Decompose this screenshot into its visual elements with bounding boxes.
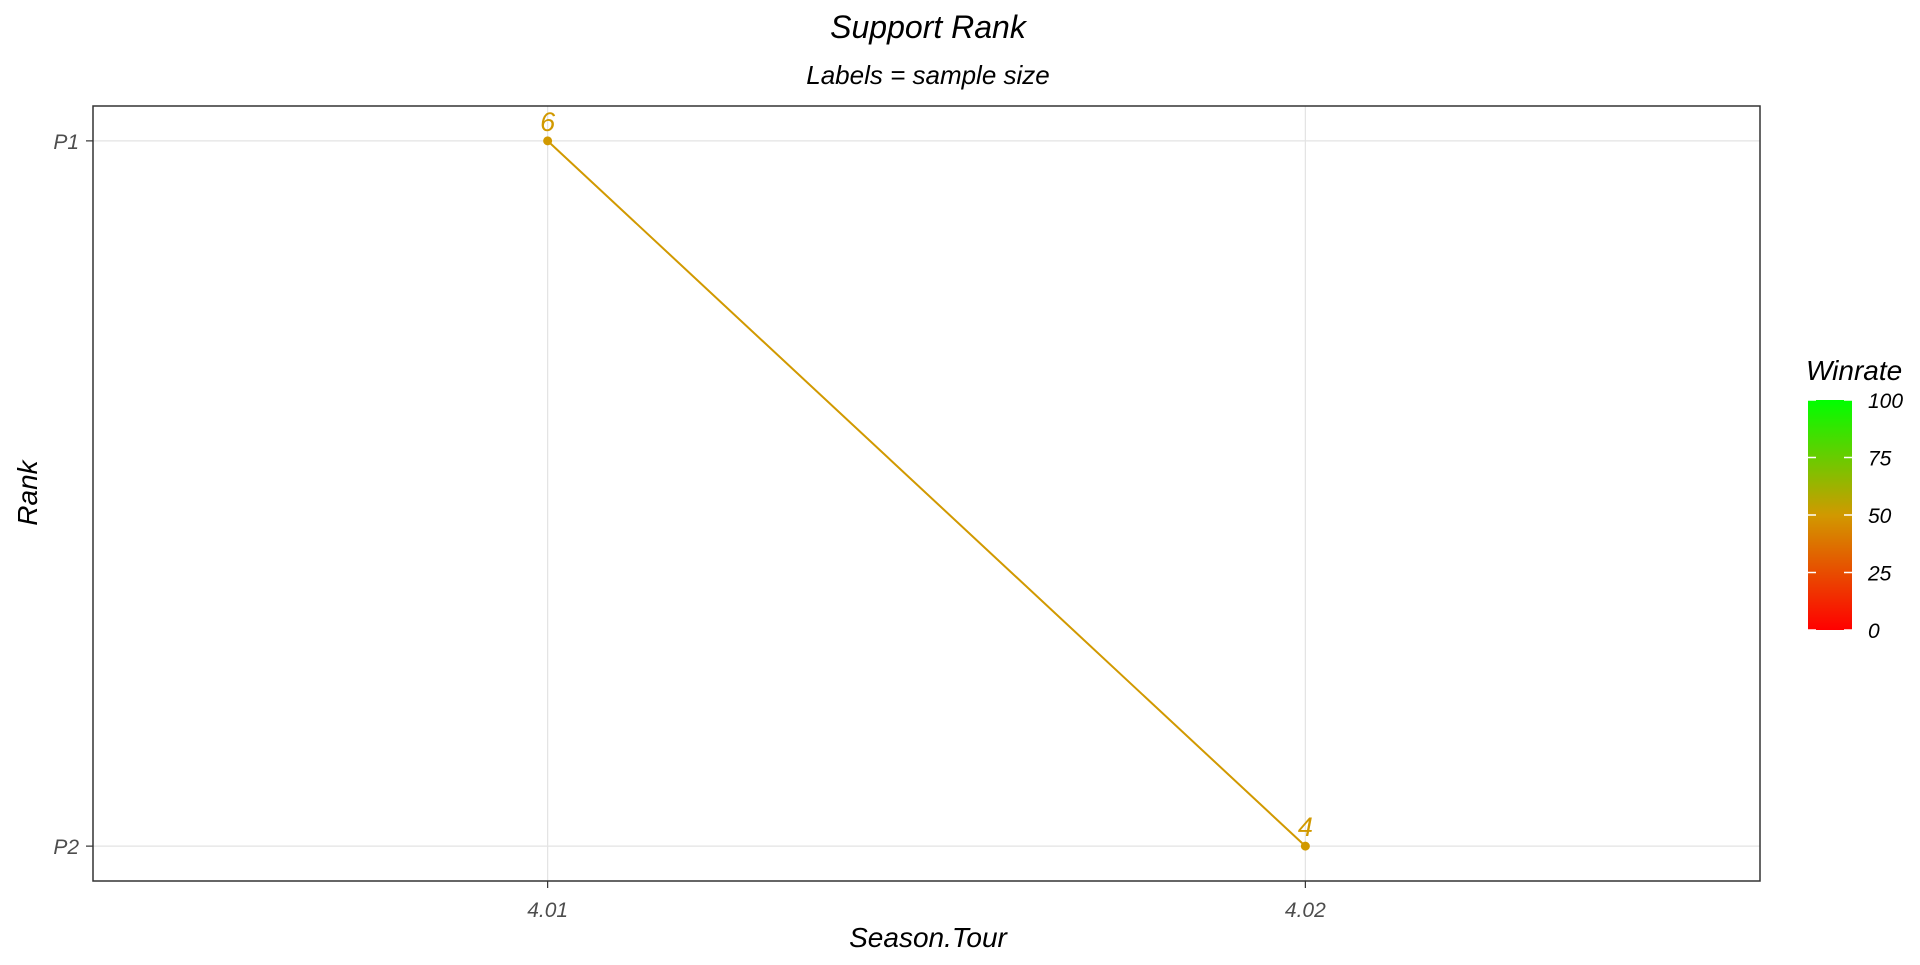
winrate-legend: Winrate 0 25 50 75 100 [1806,355,1903,643]
x-axis: 4.01 4.02 [527,881,1326,922]
data-point [1300,841,1310,851]
data-label: 6 [540,107,556,137]
legend-tick-label: 50 [1868,505,1892,528]
series-line [546,140,1307,847]
legend-tick-label: 25 [1867,563,1892,586]
y-tick-label: P2 [53,836,79,859]
x-tick-label: 4.02 [1285,899,1326,922]
grid-lines [93,106,1760,881]
chart-subtitle: Labels = sample size [806,60,1050,90]
data-label: 4 [1298,812,1313,842]
series-layer: 64 [540,107,1313,851]
plot-panel-border [92,105,1761,882]
x-tick-label: 4.01 [527,899,568,922]
y-axis: P1 P2 [53,131,93,859]
data-point [543,136,553,146]
legend-tick-label: 0 [1868,620,1880,643]
x-axis-title: Season.Tour [849,922,1008,953]
legend-tick-label: 100 [1868,390,1903,413]
y-axis-title: Rank [12,458,43,525]
y-tick-label: P1 [53,131,79,154]
legend-ticks: 0 25 50 75 100 [1808,390,1903,643]
legend-title: Winrate [1806,355,1902,386]
legend-tick-label: 75 [1868,448,1892,471]
chart-title: Support Rank [830,9,1028,45]
